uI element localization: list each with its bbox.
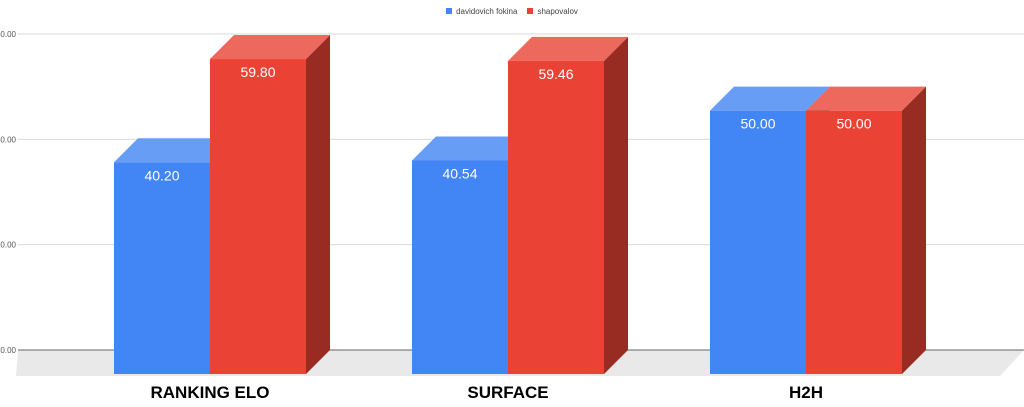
bar-2-0-top xyxy=(710,86,830,111)
bar-0-1-front xyxy=(210,59,306,374)
x-category-label: H2H xyxy=(789,383,823,402)
chart-legend: davidovich fokina shapovalov xyxy=(0,4,1024,18)
legend-swatch-series-1 xyxy=(446,8,453,14)
bar-0-1-side xyxy=(306,35,330,374)
data-label: 59.46 xyxy=(538,66,573,82)
legend-item-series-1[interactable]: davidovich fokina xyxy=(446,7,517,16)
x-category-label: RANKING ELO xyxy=(151,383,270,402)
bar-2-1-top xyxy=(806,86,926,111)
data-label: 50.00 xyxy=(836,116,871,132)
bar-1-1-top xyxy=(508,36,628,61)
bar-0-1-top xyxy=(210,35,330,60)
bar-2-1-front xyxy=(806,110,902,375)
bar-1-0-front xyxy=(412,160,508,374)
bar-1-0-top xyxy=(412,136,532,161)
bar-0-0-front xyxy=(114,162,210,374)
legend-item-series-2[interactable]: shapovalov xyxy=(527,6,578,16)
data-label: 59.80 xyxy=(240,64,275,80)
bar-2-1-side xyxy=(902,86,926,375)
bar-2-0-front xyxy=(710,110,806,375)
legend-swatch-series-2 xyxy=(527,8,534,14)
bar-1-1-side xyxy=(604,36,628,375)
y-tick-label: 20.00 xyxy=(0,241,17,250)
y-tick-label: 0.00 xyxy=(0,346,16,355)
data-label: 40.54 xyxy=(442,165,477,181)
data-label: 40.20 xyxy=(144,167,179,183)
legend-label-series-1: davidovich fokina xyxy=(456,6,518,16)
y-tick-label: 60.00 xyxy=(0,30,17,39)
data-label: 50.00 xyxy=(740,116,775,132)
bar-1-1-front xyxy=(508,60,604,375)
legend-label-series-2: shapovalov xyxy=(537,6,578,16)
y-tick-label: 40.00 xyxy=(0,135,17,144)
x-category-label: SURFACE xyxy=(467,383,548,402)
bar-0-0-top xyxy=(114,138,234,163)
